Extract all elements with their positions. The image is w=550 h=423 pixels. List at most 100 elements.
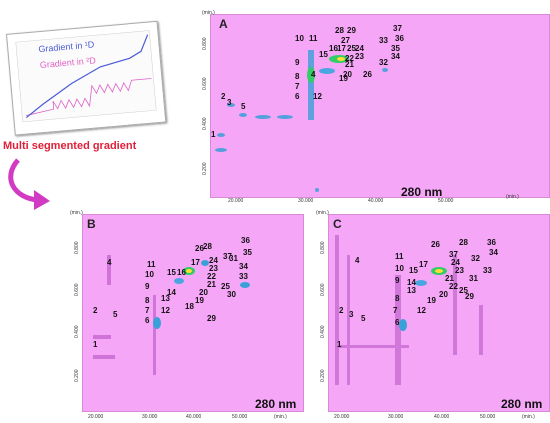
peak-label: 7 (145, 306, 150, 315)
peak-label: 34 (239, 262, 248, 271)
y-tick: 0.800 (74, 241, 80, 254)
panel-b: B 280 nm 1 2 4 5 6 7 8 9 10 11 12 13 14 … (64, 210, 304, 423)
peak-label: 26 (431, 240, 440, 249)
x-tick: 20.000 (228, 198, 244, 204)
y-tick: 0.200 (202, 162, 208, 175)
peak-label: 21 (445, 274, 454, 283)
panel-b-plot: B 280 nm 1 2 4 5 6 7 8 9 10 11 12 13 14 … (82, 214, 304, 412)
peak-label: 23 (455, 266, 464, 275)
inset-title: Multi segmented gradient (3, 140, 137, 152)
peak-label: 22 (345, 54, 354, 63)
peak-label: 19 (427, 296, 436, 305)
y-unit: (min.) (70, 210, 83, 216)
peak-label: 5 (241, 102, 246, 111)
peak-label: 9 (145, 282, 150, 291)
peak-label: 19 (339, 74, 348, 83)
peak-label: 12 (313, 92, 322, 101)
peak-label: 20 (199, 288, 208, 297)
peak-label: 17 (191, 258, 200, 267)
peak-label: 6 (295, 92, 300, 101)
peak-label: 25 (221, 282, 230, 291)
peak-label: 24 (355, 44, 364, 53)
peak-label: 1 (337, 340, 342, 349)
peak-label: 33 (379, 36, 388, 45)
peak-label: 14 (407, 278, 416, 287)
peak-label: 27 (341, 36, 350, 45)
y-tick: 0.600 (202, 77, 208, 90)
x-tick: 20.000 (88, 414, 104, 420)
peak-label: 3 (349, 310, 354, 319)
peak-label: 10 (145, 270, 154, 279)
y-tick: 0.200 (74, 369, 80, 382)
x-tick: 50.000 (232, 414, 248, 420)
peak-label: 29 (347, 26, 356, 35)
panel-a-plot: A 280 nm 2 3 5 1 6 7 8 9 10 11 12 15 16 … (210, 14, 550, 199)
gradient-inset: Gradient in ¹D Gradient in ²D (6, 20, 167, 136)
peak-label: 20 (439, 290, 448, 299)
peak-label: 36 (395, 34, 404, 43)
y-tick: 0.600 (74, 283, 80, 296)
y-tick: 0.800 (320, 241, 326, 254)
peak-label: 34 (489, 248, 498, 257)
x-tick: 20.000 (334, 414, 350, 420)
y-tick: 0.400 (320, 325, 326, 338)
peak-label: 33 (483, 266, 492, 275)
y-tick: 0.400 (202, 117, 208, 130)
panel-b-wavelength: 280 nm (255, 397, 297, 411)
peak-label: 2 (339, 306, 344, 315)
x-tick: 30.000 (298, 198, 314, 204)
peak-label: 14 (167, 288, 176, 297)
peak-label: 28 (459, 238, 468, 247)
peak-label: 24 (451, 258, 460, 267)
peak-label: 34 (391, 52, 400, 61)
peak-label: 9 (295, 58, 300, 67)
peak-label: 37 (223, 252, 232, 261)
peak-label: 22 (449, 282, 458, 291)
peak-label: 11 (147, 260, 156, 269)
peak-label: 33 (239, 272, 248, 281)
y-unit: (min.) (202, 10, 215, 16)
peak-label: 4 (355, 256, 360, 265)
y-tick: 0.800 (202, 37, 208, 50)
peak-label: 13 (161, 294, 170, 303)
y-tick: 0.200 (320, 369, 326, 382)
peak-label: 9 (395, 276, 400, 285)
peak-label: 36 (487, 238, 496, 247)
x-tick: 50.000 (480, 414, 496, 420)
peak-label: 16 (177, 268, 186, 277)
peak-label: 29 (207, 314, 216, 323)
peak-label: 31 (229, 254, 238, 263)
peak-label: 25 (347, 44, 356, 53)
peak-label: 35 (243, 248, 252, 257)
peak-label: 29 (465, 292, 474, 301)
panel-b-letter: B (87, 217, 96, 231)
y-tick: 0.600 (320, 283, 326, 296)
x-tick: 30.000 (388, 414, 404, 420)
gradient-1d-line (25, 34, 149, 119)
peak-label: 21 (345, 60, 354, 69)
gradient-plot (15, 30, 157, 123)
peak-label: 1 (93, 340, 98, 349)
x-unit: (min.) (506, 194, 519, 200)
peak-label: 32 (379, 58, 388, 67)
peak-label: 7 (295, 82, 300, 91)
peak-label: 2 (93, 306, 98, 315)
panel-a: A 280 nm 2 3 5 1 6 7 8 9 10 11 12 15 16 … (186, 0, 550, 204)
peak-label: 3 (227, 98, 232, 107)
y-unit: (min.) (316, 210, 329, 216)
peak-label: 23 (355, 52, 364, 61)
peak-label: 23 (209, 264, 218, 273)
peak-label: 8 (395, 294, 400, 303)
x-tick: 40.000 (368, 198, 384, 204)
peak-label: 7 (393, 306, 398, 315)
peak-label: 19 (195, 296, 204, 305)
peak-label: 32 (471, 254, 480, 263)
panel-c-plot: C 280 nm 1 2 3 4 5 6 7 8 9 10 11 12 13 1… (328, 214, 550, 412)
peak-label: 11 (309, 34, 318, 43)
peak-label: 5 (361, 314, 366, 323)
peak-label: 26 (363, 70, 372, 79)
curved-arrow-icon (8, 158, 50, 210)
peak-label: 4 (107, 258, 112, 267)
peak-label: 30 (227, 290, 236, 299)
peak-label: 20 (343, 70, 352, 79)
